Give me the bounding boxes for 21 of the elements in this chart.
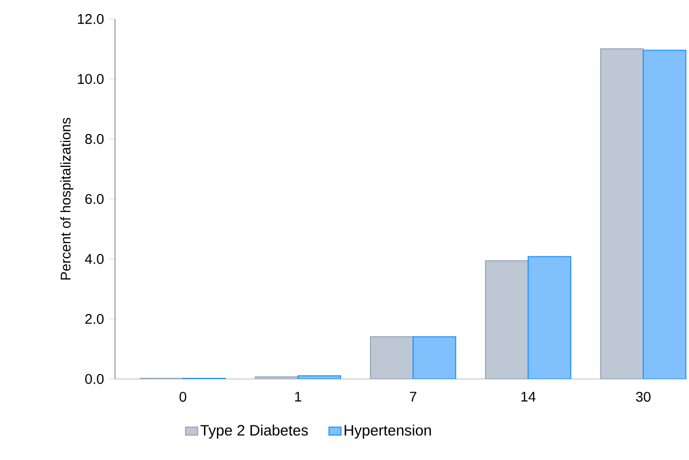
x-tick-label: 1 [295,392,302,402]
y-tick-label: 2.0 [85,314,104,324]
bar [528,256,572,379]
x-tick-label: 7 [410,392,416,402]
bar [600,48,644,379]
y-axis-title: Percent of hospitalizations [60,118,74,280]
x-tick-label: 30 [636,392,651,402]
bar [412,336,456,379]
y-tick-label: 12.0 [78,14,104,24]
y-tick-label: 0.0 [85,374,104,384]
y-tick-label: 4.0 [84,254,104,264]
y-tick-label: 10.0 [78,74,104,84]
legend-label: Type 2 Diabetes [200,424,308,439]
bar [642,50,686,379]
x-tick-label: 0 [180,392,186,402]
y-tick-label: 8.0 [85,134,104,144]
bar [485,260,529,379]
bar [370,336,414,379]
legend-label: Hypertension [344,424,431,439]
x-tick-label: 14 [521,392,536,402]
y-tick-label: 6.0 [85,194,104,204]
